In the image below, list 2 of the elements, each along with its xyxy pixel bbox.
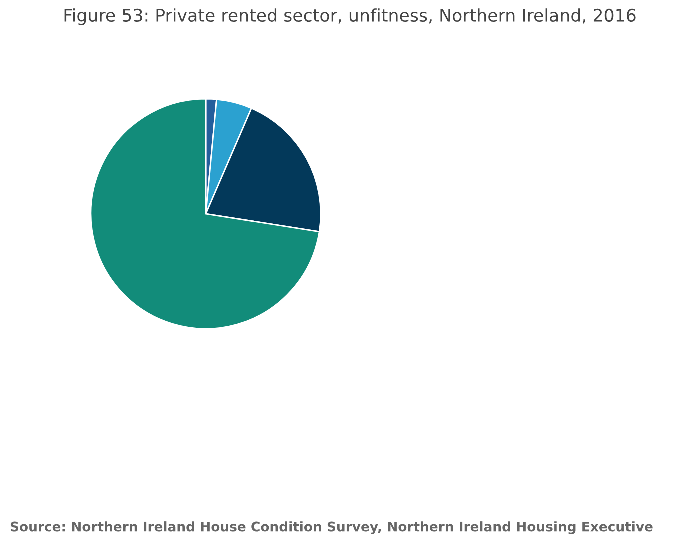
source-note: Source: Northern Ireland House Condition Survey, Northern Ireland Housing Executive <box>10 522 653 534</box>
chart-title: Figure 53: Private rented sector, unfitness, Northern Ireland, 2016 <box>64 8 636 26</box>
